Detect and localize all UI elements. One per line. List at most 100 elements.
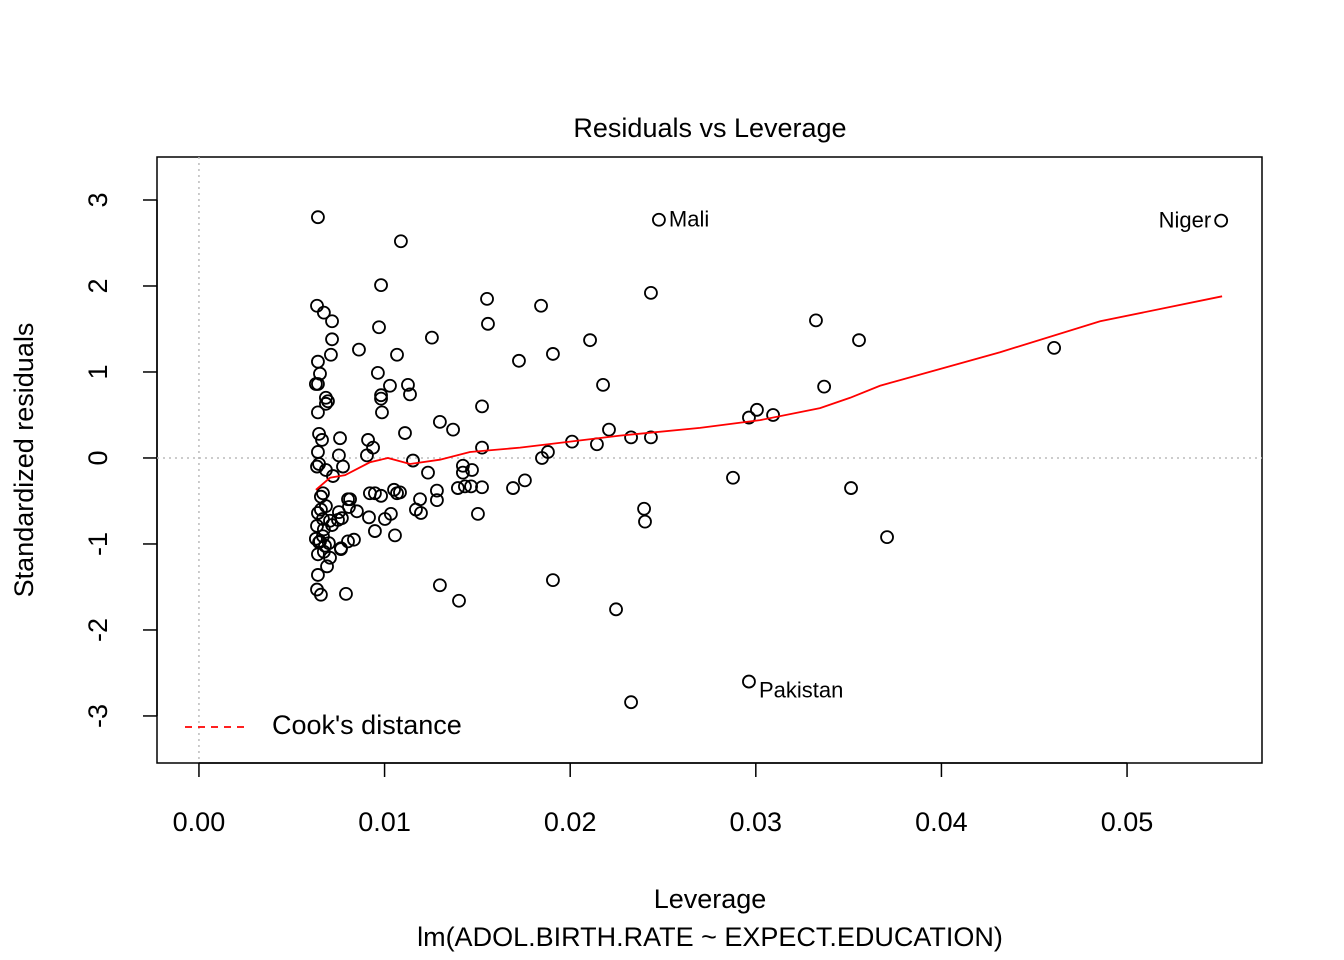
- point: [546, 573, 560, 587]
- point: [458, 479, 472, 494]
- point: [343, 492, 357, 507]
- point-label: Niger: [1159, 207, 1212, 232]
- y-tick-label: -1: [83, 532, 113, 556]
- point: [406, 453, 420, 468]
- x-tick-label: 0.01: [358, 807, 411, 837]
- point: [401, 377, 415, 392]
- point: [583, 333, 597, 348]
- point: [480, 291, 494, 306]
- x-tick-label: 0.04: [915, 807, 968, 837]
- point: [742, 410, 756, 425]
- point: [403, 387, 417, 402]
- point: [602, 422, 616, 437]
- point: [534, 298, 548, 313]
- point: [398, 426, 412, 440]
- labeled-point: [1214, 213, 1229, 228]
- point: [644, 285, 658, 300]
- point: [425, 330, 439, 345]
- point: [430, 493, 444, 508]
- point: [316, 529, 330, 544]
- chart-title: Residuals vs Leverage: [573, 113, 846, 143]
- point: [320, 559, 334, 574]
- point: [726, 470, 740, 485]
- point: [414, 506, 428, 520]
- point: [596, 377, 610, 392]
- point: [368, 486, 382, 501]
- point: [535, 451, 549, 465]
- point: [323, 550, 337, 565]
- point-label: Mali: [669, 207, 709, 232]
- point: [314, 587, 328, 602]
- point: [372, 320, 386, 335]
- x-tick-label: 0.00: [173, 807, 226, 837]
- point: [333, 431, 347, 446]
- point: [506, 481, 520, 495]
- point: [880, 530, 894, 544]
- point: [315, 433, 329, 447]
- point: [341, 534, 355, 549]
- point: [374, 488, 388, 503]
- point: [766, 408, 780, 422]
- point: [319, 499, 333, 514]
- point: [624, 430, 638, 445]
- point: [339, 586, 353, 601]
- point: [390, 347, 404, 362]
- point: [590, 437, 604, 452]
- legend-label: Cook's distance: [272, 710, 462, 740]
- point: [518, 473, 532, 488]
- point: [430, 483, 444, 498]
- point: [347, 532, 361, 547]
- point: [374, 388, 388, 403]
- x-tick-label: 0.03: [730, 807, 783, 837]
- point: [609, 602, 623, 617]
- point: [310, 459, 324, 474]
- point: [321, 394, 335, 409]
- point: [311, 405, 325, 420]
- x-tick-label: 0.02: [544, 807, 597, 837]
- y-tick-label: -2: [83, 618, 113, 642]
- point: [809, 313, 823, 328]
- point: [352, 342, 366, 357]
- point: [308, 377, 323, 391]
- point: [334, 541, 348, 556]
- point: [432, 578, 447, 593]
- y-axis-label: Standardized residuals: [9, 323, 39, 598]
- point: [332, 448, 346, 463]
- labeled-point: [652, 212, 666, 227]
- point: [446, 422, 460, 437]
- point: [624, 695, 638, 710]
- point: [393, 485, 407, 500]
- y-tick-label: 3: [83, 192, 113, 207]
- point: [638, 514, 652, 529]
- point: [311, 445, 325, 459]
- point: [471, 506, 485, 521]
- point: [362, 510, 376, 525]
- point: [637, 501, 651, 516]
- labeled-point: [742, 674, 756, 689]
- point: [452, 593, 466, 608]
- x-tick-label: 0.05: [1101, 807, 1154, 837]
- x-axis-label: Leverage: [654, 884, 767, 914]
- point: [375, 405, 389, 420]
- point: [450, 481, 465, 495]
- point: [319, 396, 333, 411]
- subtitle: lm(ADOL.BIRTH.RATE ~ EXPECT.EDUCATION): [417, 922, 1003, 952]
- point: [310, 519, 324, 533]
- point-label: Pakistan: [759, 677, 843, 702]
- point: [360, 448, 374, 463]
- point: [316, 305, 331, 320]
- point: [817, 379, 832, 394]
- point: [844, 481, 858, 495]
- point: [464, 479, 478, 494]
- point: [512, 353, 526, 368]
- point: [475, 480, 489, 495]
- point: [325, 518, 339, 532]
- point: [374, 391, 388, 406]
- point: [368, 524, 382, 538]
- y-tick-label: -3: [83, 704, 113, 728]
- smooth-line: [315, 295, 1223, 491]
- y-tick-label: 1: [83, 364, 113, 379]
- point: [325, 332, 339, 347]
- point: [475, 399, 489, 414]
